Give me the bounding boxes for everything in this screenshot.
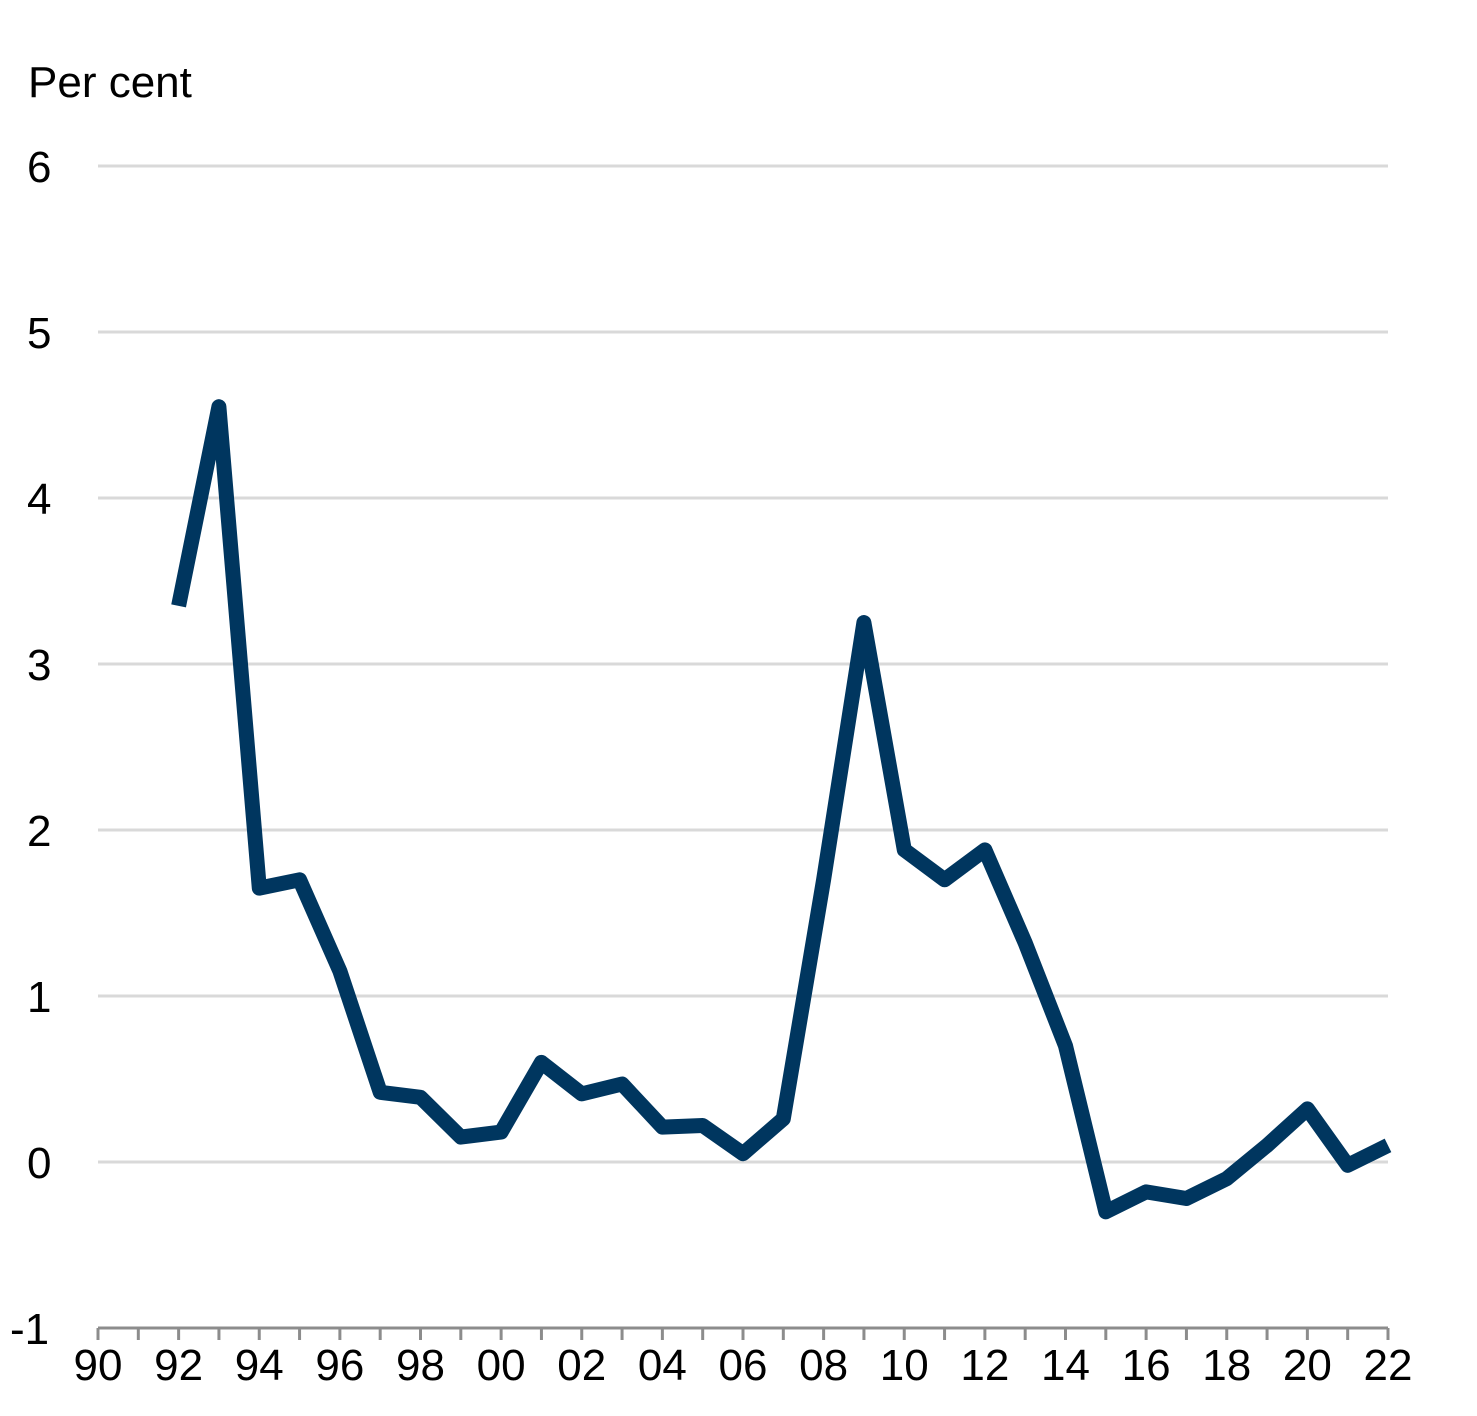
x-tick-label: 08	[799, 1341, 848, 1390]
x-tick-label: 22	[1364, 1341, 1413, 1390]
gridlines	[98, 164, 1388, 1164]
x-tick-label: 06	[719, 1341, 768, 1390]
x-tick-label: 02	[557, 1341, 606, 1390]
y-tick-label: 1	[27, 973, 51, 1022]
x-tick-label: 10	[880, 1341, 929, 1390]
y-tick-label: 6	[27, 143, 51, 192]
x-tick-label: 92	[154, 1341, 203, 1390]
x-tick-label: 94	[235, 1341, 284, 1390]
x-tick-label: 96	[315, 1341, 364, 1390]
x-tick-label: 12	[960, 1341, 1009, 1390]
series-line	[171, 399, 1392, 1220]
y-tick-label: 2	[27, 807, 51, 856]
x-tick-label: 16	[1122, 1341, 1171, 1390]
x-tick-label: 18	[1202, 1341, 1251, 1390]
series-lines	[171, 399, 1392, 1220]
y-axis-tick-labels: -1 0 1 2 3 4 5 6	[10, 143, 51, 1354]
y-axis-unit-label: Per cent	[28, 58, 192, 107]
x-axis-tick-labels: 90 92 94 96 98 00 02 04 06 08 10 12 14 16 18 20 22	[74, 1341, 1413, 1390]
x-tick-label: 98	[396, 1341, 445, 1390]
x-axis	[96, 1326, 1390, 1340]
x-tick-label: 04	[638, 1341, 687, 1390]
x-tick-label: 00	[477, 1341, 526, 1390]
y-tick-label: 5	[27, 309, 51, 358]
x-tick-label: 20	[1283, 1341, 1332, 1390]
x-tick-label: 90	[74, 1341, 123, 1390]
y-tick-label: 3	[27, 641, 51, 690]
y-tick-label: 4	[27, 475, 51, 524]
x-tick-label: 14	[1041, 1341, 1090, 1390]
y-tick-label: -1	[10, 1305, 49, 1354]
y-tick-label: 0	[27, 1139, 51, 1188]
